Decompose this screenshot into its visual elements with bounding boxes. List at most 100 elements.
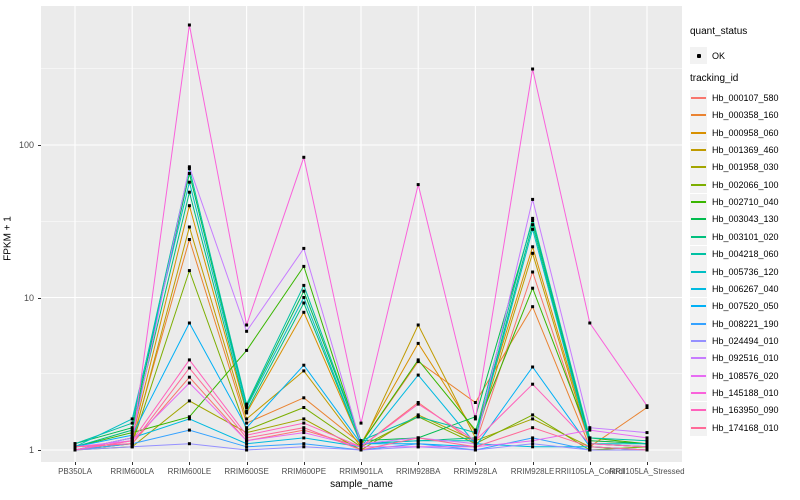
data-point [416, 360, 420, 364]
legend-item-Hb_001369_460: Hb_001369_460 [690, 141, 779, 159]
x-tick-mark [132, 462, 134, 465]
legend-item-label: Hb_108576_020 [712, 370, 779, 381]
legend-item-Hb_008221_190: Hb_008221_190 [690, 315, 779, 333]
legend-item-Hb_002066_100: Hb_002066_100 [690, 176, 779, 194]
legend-line-swatch [691, 235, 706, 238]
legend-item-quant-status-ok: OK [690, 47, 725, 64]
data-point [302, 289, 306, 293]
data-point [245, 421, 249, 425]
data-point [359, 439, 363, 443]
data-point [473, 431, 477, 435]
data-point [302, 445, 306, 449]
legend-line-swatch [691, 149, 706, 152]
data-point [187, 180, 191, 184]
legend-key-box [690, 419, 707, 437]
data-point [531, 442, 535, 446]
data-point [531, 67, 535, 71]
legend-item-Hb_003101_020: Hb_003101_020 [690, 228, 779, 246]
data-point [130, 417, 134, 421]
legend-item-Hb_003043_130: Hb_003043_130 [690, 210, 779, 228]
data-point [245, 329, 249, 333]
legend-item-Hb_004218_060: Hb_004218_060 [690, 245, 779, 263]
data-point [130, 421, 134, 425]
data-point [359, 448, 363, 452]
legend-item-label: Hb_000958_060 [712, 127, 779, 138]
legend-key-box [690, 315, 707, 333]
legend-item-label: Hb_008221_190 [712, 318, 779, 329]
data-point [130, 433, 134, 437]
data-point [473, 442, 477, 446]
legend-item-Hb_145188_010: Hb_145188_010 [690, 384, 779, 402]
point-marker-icon [696, 53, 701, 58]
data-point [473, 445, 477, 449]
data-point [187, 167, 191, 171]
legend-line-swatch [691, 357, 706, 360]
x-axis-title: sample_name [330, 479, 393, 490]
y-tick-label: 1 [28, 445, 34, 455]
data-point [302, 283, 306, 287]
data-point [245, 404, 249, 408]
x-tick-label: RRII105LA_Control [555, 467, 625, 476]
legend-item-label: Hb_145188_010 [712, 387, 779, 398]
data-point [302, 310, 306, 314]
legend-key-box [690, 384, 707, 402]
data-point [245, 431, 249, 435]
x-tick-mark [589, 462, 591, 465]
data-point [359, 442, 363, 446]
x-tick-label: RRIM928BA [395, 467, 441, 476]
data-point [645, 406, 649, 409]
data-point [531, 426, 535, 430]
x-tick-label: RRIM600LE [167, 467, 212, 476]
data-point [588, 426, 592, 430]
data-point [187, 358, 191, 362]
data-point [245, 406, 249, 409]
data-point [245, 442, 249, 446]
y-tick-mark [38, 297, 41, 299]
data-point [416, 415, 420, 419]
legend-item-label: Hb_007520_050 [712, 301, 779, 312]
data-point [473, 415, 477, 419]
x-tick-mark [246, 462, 248, 465]
legend-item-label: OK [712, 50, 726, 61]
data-point [302, 155, 306, 159]
data-point [302, 369, 306, 373]
data-point [130, 436, 134, 440]
legend-line-swatch [691, 426, 706, 429]
data-point [416, 401, 420, 404]
data-point [473, 401, 477, 404]
data-point [245, 402, 249, 406]
y-tick-mark [38, 145, 41, 146]
data-point [245, 409, 249, 413]
data-point [645, 442, 649, 446]
x-tick-mark [475, 462, 477, 465]
data-point [187, 366, 191, 370]
data-point [588, 428, 592, 432]
data-point [473, 448, 477, 452]
data-point [302, 363, 306, 367]
legend-key-box [690, 228, 707, 246]
legend-item-label: Hb_002710_040 [712, 197, 779, 208]
data-point [130, 442, 134, 446]
legend-key-box [690, 367, 707, 385]
legend-key-box [690, 106, 707, 124]
data-point [187, 428, 191, 432]
legend-item-label: Hb_092516_010 [712, 353, 779, 364]
data-point [302, 428, 306, 432]
legend-line-swatch [691, 374, 706, 377]
legend-key-box [690, 193, 707, 211]
legend-title-quant-status: quant_status [690, 26, 748, 37]
data-point [531, 216, 535, 220]
x-tick-label: RRIM600PE [281, 467, 327, 476]
legend-item-Hb_174168_010: Hb_174168_010 [690, 419, 779, 437]
y-tick-label: 10 [23, 292, 34, 303]
legend-item-label: Hb_001958_030 [712, 162, 779, 173]
data-point [187, 238, 191, 241]
data-point [187, 269, 191, 273]
legend-item-Hb_001958_030: Hb_001958_030 [690, 158, 779, 176]
data-point [416, 436, 420, 440]
data-point [531, 245, 535, 249]
data-point [531, 227, 535, 231]
data-point [187, 417, 191, 421]
legend-item-Hb_000358_160: Hb_000358_160 [690, 106, 779, 124]
